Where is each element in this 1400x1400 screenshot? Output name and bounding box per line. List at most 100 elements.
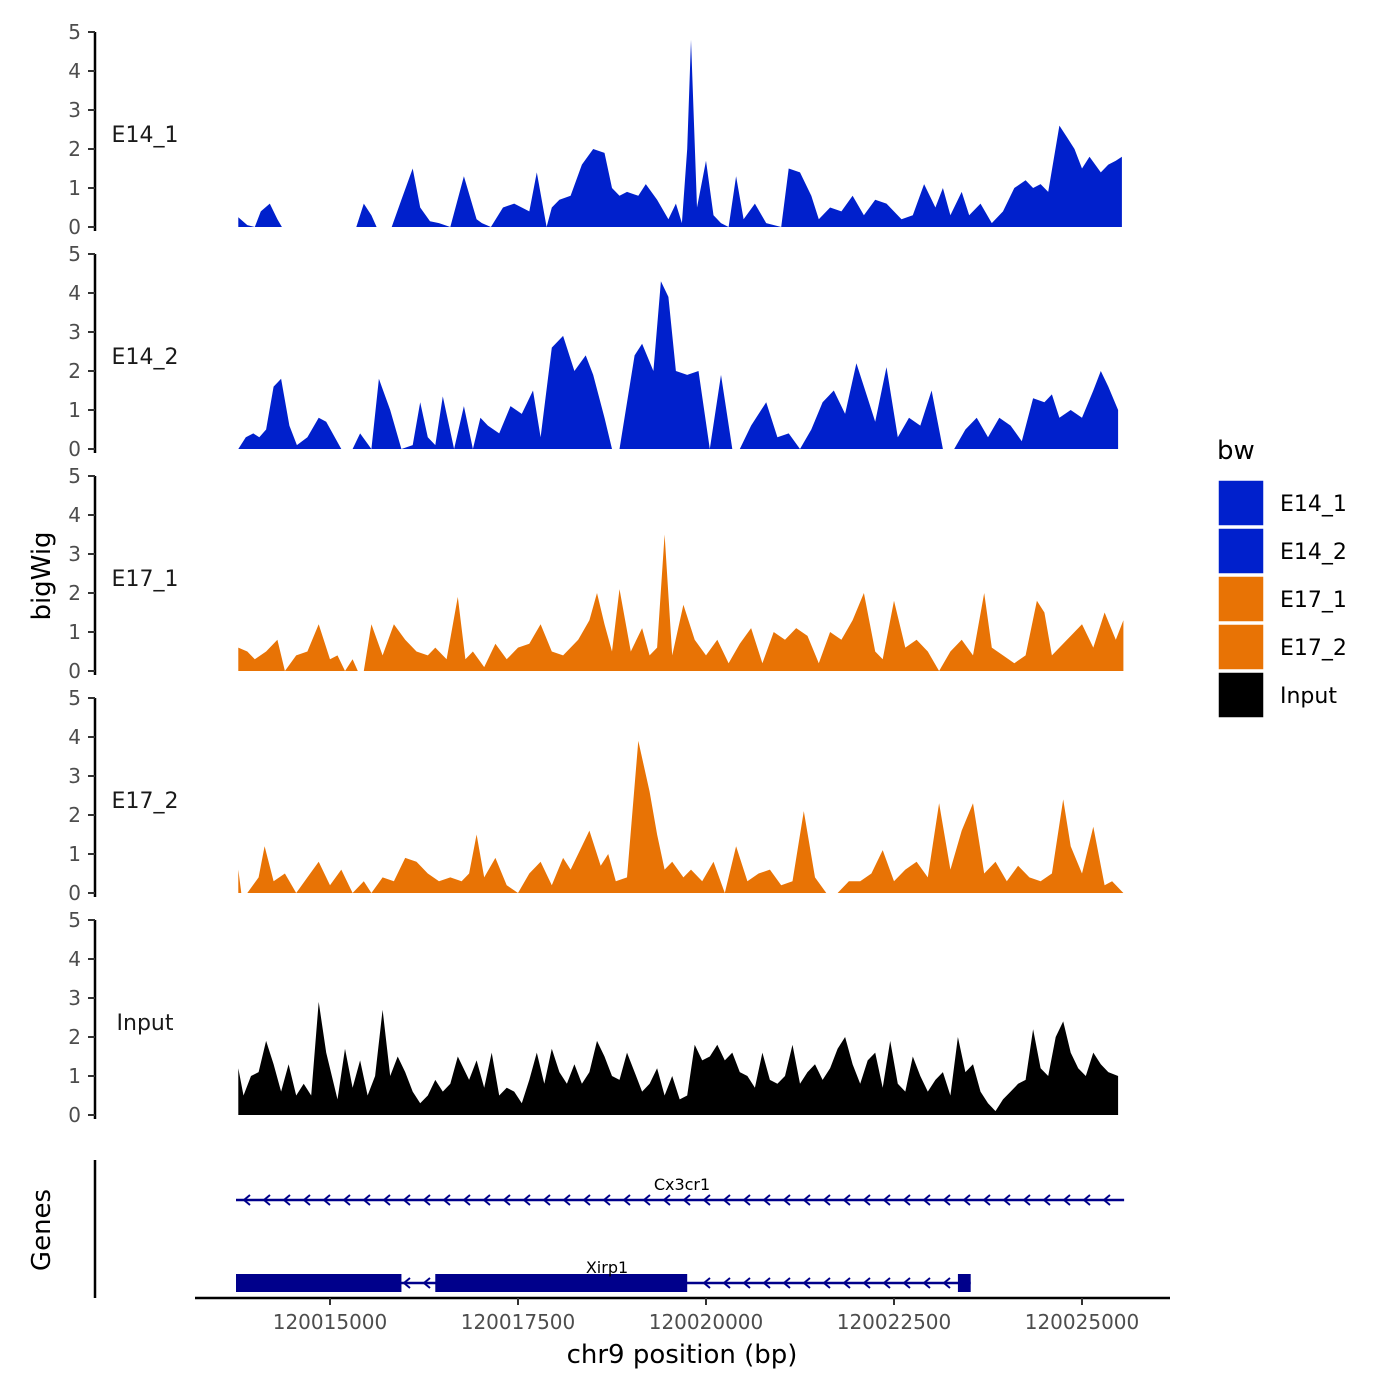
y-tick-label: 4 <box>68 281 81 305</box>
legend-entry-input: Input <box>1217 671 1337 719</box>
legend: bw E14_1 E14_2 E17_1 E17_2 Input <box>1217 436 1347 719</box>
y-tick-label: 4 <box>68 947 81 971</box>
strand-arrow <box>402 1277 411 1289</box>
y-tick-label: 4 <box>68 59 81 83</box>
strand-arrow <box>642 1194 651 1206</box>
y-tick-label: 5 <box>68 242 81 266</box>
gene-cx3cr1: Cx3cr1 <box>236 1175 1125 1206</box>
strand-arrow <box>702 1277 711 1289</box>
legend-swatch <box>1217 527 1265 575</box>
strand-arrow <box>862 1194 871 1206</box>
y-tick-label: 5 <box>68 20 81 44</box>
y-tick-label: 3 <box>68 986 81 1010</box>
y-tick-label: 2 <box>68 1025 81 1049</box>
gene-label: Cx3cr1 <box>654 1175 710 1194</box>
x-tick-label: 120017500 <box>461 1310 576 1334</box>
legend-entry-e14-2: E14_2 <box>1217 527 1347 575</box>
strand-arrow <box>742 1277 751 1289</box>
x-tick-label: 120020000 <box>649 1310 764 1334</box>
y-tick-label: 1 <box>68 1064 81 1088</box>
exon-block <box>435 1274 688 1292</box>
strand-arrow <box>902 1194 911 1206</box>
strand-arrow <box>1082 1194 1091 1206</box>
strand-arrow <box>482 1194 491 1206</box>
x-axis-title: chr9 position (bp) <box>567 1340 798 1370</box>
strand-arrow <box>1002 1194 1011 1206</box>
y-tick-label: 0 <box>68 1103 81 1127</box>
strand-arrow <box>1102 1194 1111 1206</box>
strand-arrow <box>722 1277 731 1289</box>
strand-arrow <box>922 1194 931 1206</box>
y-tick-label: 2 <box>68 359 81 383</box>
gene-track: Cx3cr1 Xirp1 <box>93 1160 1125 1298</box>
strand-arrow <box>582 1194 591 1206</box>
strand-arrow <box>702 1194 711 1206</box>
strand-arrow <box>842 1194 851 1206</box>
strand-arrow <box>862 1277 871 1289</box>
legend-title: bw <box>1217 436 1255 466</box>
strand-arrow <box>422 1277 431 1289</box>
strand-arrow <box>742 1194 751 1206</box>
y-tick-label: 5 <box>68 908 81 932</box>
strand-arrow <box>522 1194 531 1206</box>
strand-arrow <box>302 1194 311 1206</box>
legend-swatch <box>1217 575 1265 623</box>
x-tick-label: 120022500 <box>837 1310 952 1334</box>
legend-entry-e17-1: E17_1 <box>1217 575 1347 623</box>
y-tick-label: 2 <box>68 137 81 161</box>
y-tick-label: 1 <box>68 176 81 200</box>
strand-arrow <box>782 1194 791 1206</box>
strand-arrow <box>402 1194 411 1206</box>
coverage-area-input <box>238 1001 1119 1115</box>
track-label: E17_2 <box>112 789 179 814</box>
strand-arrow <box>342 1194 351 1206</box>
strand-arrow <box>942 1277 951 1289</box>
track-label: E14_2 <box>112 345 179 370</box>
y-tick-label: 0 <box>68 437 81 461</box>
legend-swatch <box>1217 479 1265 527</box>
strand-arrow <box>362 1194 371 1206</box>
strand-arrow <box>782 1277 791 1289</box>
track-label: E17_1 <box>112 567 179 592</box>
bigwig-tracks: 0 1 2 3 4 5 E14_1 0 1 2 3 4 5 E14_2 0 1 2 3 4 5 E17_1 0 1 2 3 4 5 E… <box>68 20 1124 1127</box>
strand-arrow <box>842 1277 851 1289</box>
strand-arrow <box>422 1194 431 1206</box>
strand-arrow <box>622 1194 631 1206</box>
strand-arrow <box>762 1277 771 1289</box>
genes-track-title: Genes <box>27 1189 57 1271</box>
y-tick-label: 0 <box>68 215 81 239</box>
coverage-area-e17-2 <box>238 740 1124 893</box>
y-tick-label: 2 <box>68 803 81 827</box>
strand-arrow <box>962 1194 971 1206</box>
exon-block <box>957 1274 971 1292</box>
strand-arrow <box>682 1194 691 1206</box>
strand-arrow <box>1022 1194 1031 1206</box>
y-tick-label: 0 <box>68 659 81 683</box>
strand-arrow <box>822 1194 831 1206</box>
strand-arrow <box>542 1194 551 1206</box>
legend-label: E14_2 <box>1280 540 1347 565</box>
strand-arrow <box>282 1194 291 1206</box>
strand-arrow <box>322 1194 331 1206</box>
strand-arrow <box>502 1194 511 1206</box>
y-tick-label: 3 <box>68 542 81 566</box>
strand-arrow <box>262 1194 271 1206</box>
strand-arrow <box>942 1194 951 1206</box>
y-tick-label: 2 <box>68 581 81 605</box>
y-axis-title-group: bigWig <box>27 531 57 620</box>
exon-block <box>236 1274 402 1292</box>
y-tick-label: 1 <box>68 398 81 422</box>
strand-arrow <box>882 1194 891 1206</box>
strand-arrow <box>602 1194 611 1206</box>
y-tick-label: 3 <box>68 98 81 122</box>
legend-entry-e14-1: E14_1 <box>1217 479 1347 527</box>
strand-arrow <box>722 1194 731 1206</box>
strand-arrow <box>462 1194 471 1206</box>
y-tick-label: 4 <box>68 503 81 527</box>
strand-arrow <box>562 1194 571 1206</box>
track-e17-1: 0 1 2 3 4 5 E17_1 <box>68 464 1124 683</box>
strand-arrow <box>242 1194 251 1206</box>
strand-arrow <box>822 1277 831 1289</box>
track-e17-2: 0 1 2 3 4 5 E17_2 <box>68 686 1124 905</box>
